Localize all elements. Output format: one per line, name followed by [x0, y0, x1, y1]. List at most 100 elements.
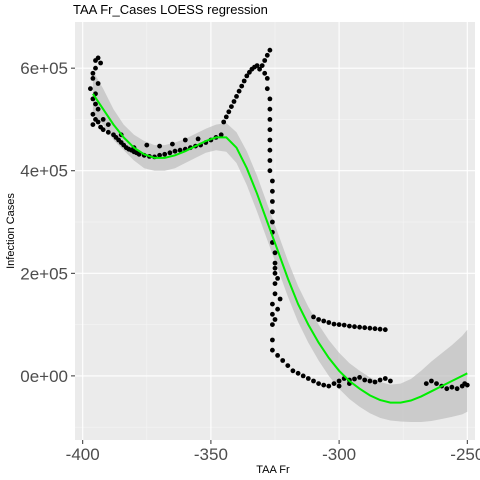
data-point — [290, 368, 296, 374]
x-tick-label: -300 — [322, 445, 356, 464]
data-point — [182, 137, 188, 143]
data-point — [367, 325, 373, 331]
data-point — [275, 353, 280, 358]
y-tick-label: 2e+05 — [20, 264, 68, 283]
data-point — [267, 117, 273, 122]
data-point — [95, 81, 101, 86]
data-point — [285, 363, 291, 368]
data-point — [244, 73, 250, 79]
data-point — [336, 322, 342, 327]
data-point — [316, 381, 321, 386]
data-point — [277, 296, 283, 302]
data-point — [272, 270, 278, 276]
data-point — [270, 347, 275, 353]
x-axis-title: TAA Fr — [256, 464, 290, 476]
data-point — [352, 324, 357, 330]
data-point — [352, 376, 357, 382]
data-point — [272, 291, 278, 297]
data-point — [464, 382, 470, 388]
data-point — [93, 101, 98, 107]
confidence-ribbon — [92, 70, 468, 422]
data-point — [272, 281, 278, 286]
data-point — [267, 127, 273, 133]
data-point — [226, 109, 232, 115]
x-tick-label: -350 — [194, 445, 228, 464]
data-point — [157, 143, 163, 149]
data-point — [236, 88, 242, 94]
data-point — [98, 60, 103, 66]
data-point — [270, 199, 275, 204]
data-point — [388, 378, 393, 384]
data-point — [336, 378, 342, 384]
data-point — [105, 122, 111, 127]
data-point — [262, 58, 268, 63]
data-point — [90, 111, 96, 117]
data-point — [90, 76, 96, 81]
data-point — [267, 168, 273, 174]
data-point — [272, 317, 278, 322]
data-point — [434, 381, 439, 386]
y-axis-title: Infection Cases — [5, 193, 17, 269]
data-point — [259, 63, 265, 68]
data-point — [449, 384, 455, 390]
data-point — [377, 326, 383, 332]
data-point — [136, 151, 142, 157]
data-point — [100, 127, 106, 133]
data-point — [347, 323, 352, 329]
data-point — [280, 358, 286, 363]
data-point — [95, 55, 101, 61]
data-point — [170, 141, 175, 147]
x-tick-label: -400 — [66, 445, 100, 464]
data-point — [270, 209, 275, 215]
data-point — [321, 318, 327, 324]
data-point — [326, 383, 332, 389]
data-point — [90, 122, 96, 127]
data-point — [272, 265, 278, 271]
data-point — [218, 132, 224, 138]
data-point — [241, 78, 247, 84]
data-point — [454, 386, 460, 392]
x-axis-ticks: -400 -350 -300 -250 — [66, 440, 480, 464]
data-point — [295, 370, 301, 376]
data-point — [264, 86, 270, 92]
y-tick-label: 4e+05 — [20, 162, 68, 181]
data-point — [382, 376, 388, 381]
chart-title: TAA Fr_Cases LOESS regression — [73, 2, 268, 17]
data-point — [162, 151, 168, 157]
y-axis-ticks: 0e+00 2e+05 4e+05 6e+05 — [20, 59, 75, 386]
data-point — [270, 178, 275, 184]
data-point — [429, 378, 434, 384]
data-point — [311, 314, 316, 320]
data-point — [95, 106, 101, 112]
data-point — [270, 311, 275, 317]
data-point — [267, 96, 273, 102]
data-point — [223, 114, 229, 120]
data-point — [367, 378, 373, 384]
data-point — [157, 152, 163, 158]
data-point — [377, 377, 383, 383]
data-point — [267, 147, 273, 153]
data-point — [239, 83, 245, 89]
data-point — [264, 76, 270, 81]
data-point — [272, 250, 278, 256]
data-point — [88, 86, 93, 92]
major-gridlines — [75, 22, 475, 440]
data-point — [270, 188, 275, 194]
data-point — [257, 66, 262, 72]
data-point — [93, 65, 98, 71]
data-point — [100, 117, 106, 122]
data-point — [372, 326, 378, 332]
data-point — [264, 52, 270, 58]
data-point — [90, 96, 96, 102]
data-point — [357, 324, 362, 330]
data-point — [229, 104, 234, 109]
data-point — [254, 63, 260, 68]
y-tick-label: 6e+05 — [20, 59, 68, 78]
data-point — [267, 137, 273, 143]
data-point — [267, 47, 273, 53]
data-point — [275, 276, 280, 281]
data-point — [172, 148, 178, 154]
data-point — [167, 150, 173, 156]
data-point — [272, 260, 278, 266]
